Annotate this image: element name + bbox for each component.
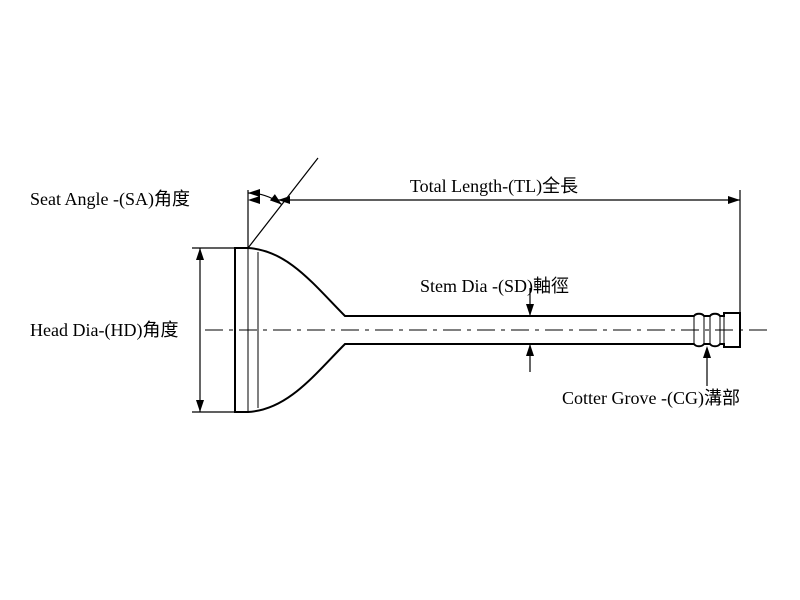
valve-diagram: Total Length-(TL)全長 Seat Angle -(SA)角度 Hea…	[0, 0, 800, 600]
arrow-head	[728, 196, 740, 204]
arrow-head	[248, 196, 260, 204]
arrow-head	[248, 189, 260, 197]
arrow-head	[196, 400, 204, 412]
label-total-length: Total Length-(TL)全長	[410, 176, 578, 197]
arrow-head	[526, 344, 534, 356]
label-stem-dia: Stem Dia -(SD)軸徑	[420, 276, 569, 297]
arrow-head	[526, 304, 534, 316]
label-cotter-grove: Cotter Grove -(CG)溝部	[562, 388, 740, 409]
arrow-head	[196, 248, 204, 260]
arrow-head	[703, 346, 711, 358]
label-seat-angle: Seat Angle -(SA)角度	[30, 189, 190, 210]
label-head-dia: Head Dia-(HD)角度	[30, 320, 178, 341]
